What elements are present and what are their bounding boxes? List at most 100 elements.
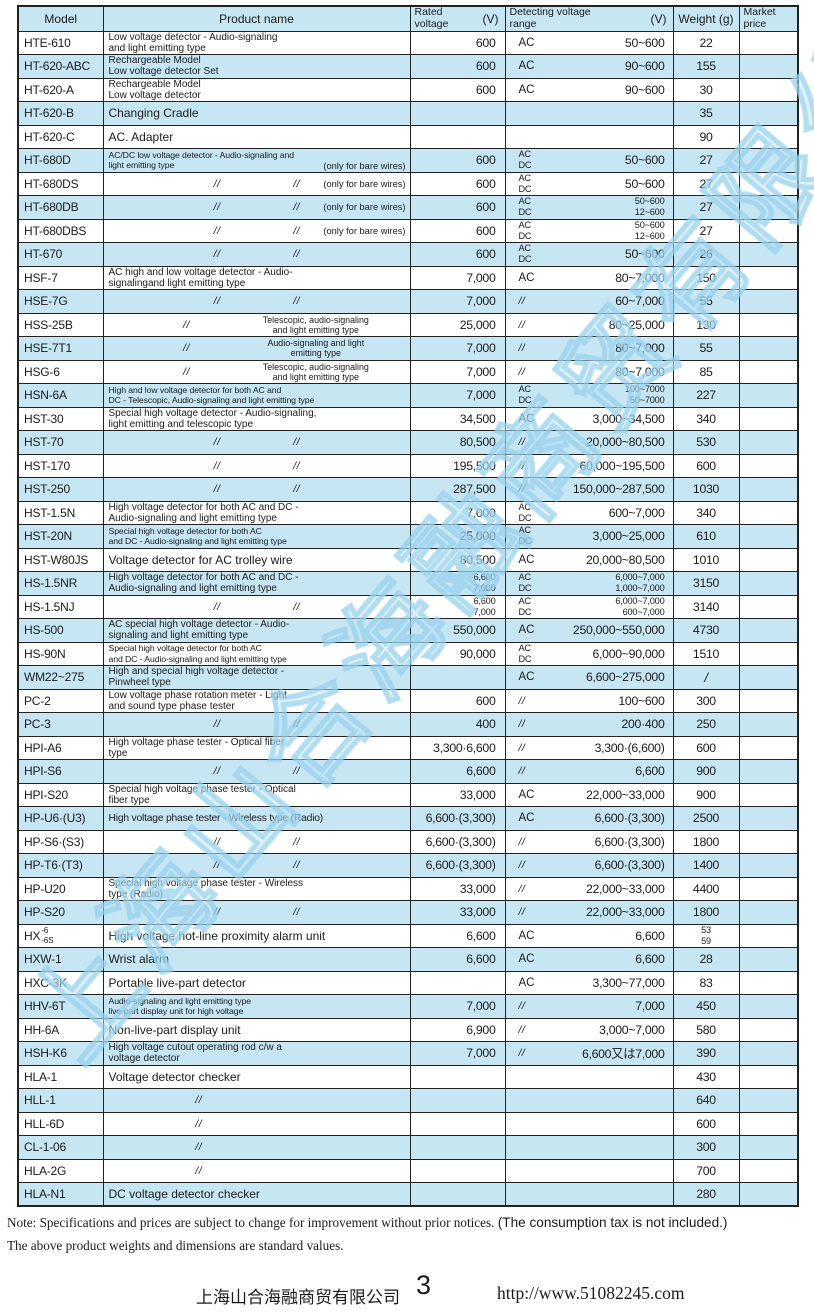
market-price-cell xyxy=(738,900,799,925)
market-price-cell xyxy=(738,453,799,478)
product-name-cell: Special high voltage detector for both A… xyxy=(102,641,411,666)
detecting-voltage-cell: // 80~7,000 xyxy=(504,359,674,384)
product-name-cell: Special high voltage phase tester - Opti… xyxy=(102,782,411,807)
detecting-voltage-cell: // 3,300·(6,600) xyxy=(504,735,674,760)
detecting-range: 22,000~33,000 xyxy=(585,905,665,920)
model-cell: HXC-3K xyxy=(17,970,104,995)
detecting-phase: AC DC xyxy=(519,572,532,594)
detecting-range: 50~600 xyxy=(624,247,665,262)
ditto-mark: // xyxy=(195,1094,203,1107)
product-name-note: (only for bare wires) xyxy=(323,202,406,213)
ditto-mark: // xyxy=(293,201,301,214)
market-price-cell xyxy=(738,30,799,55)
detecting-phase-value: DC xyxy=(518,583,532,594)
detecting-voltage-cell: // 7,000 xyxy=(504,994,674,1019)
weight-cell: 4730 xyxy=(672,618,740,643)
detecting-voltage-cell xyxy=(504,1088,674,1113)
weight-cell: 280 xyxy=(672,1182,740,1207)
product-name-text: light emitting type xyxy=(108,160,175,171)
weight-value: 53 xyxy=(701,924,711,935)
detecting-phase: // xyxy=(519,765,526,777)
market-price-cell xyxy=(738,101,799,126)
detecting-voltage-cell: AC 50~600 xyxy=(504,30,674,55)
model-cell: HLL-1 xyxy=(17,1088,104,1113)
detecting-phase: // xyxy=(519,883,526,895)
detecting-phase: // xyxy=(519,366,526,378)
detecting-phase: // xyxy=(519,460,526,472)
model-cell: HST-W80JS xyxy=(17,547,104,572)
product-name-cell: // // (only for bare wires) xyxy=(102,195,411,220)
model-cell: HSE-7G xyxy=(17,289,104,314)
product-name-cell: Special high voltage detector for both A… xyxy=(102,524,411,549)
ditto-mark: // xyxy=(183,365,190,378)
page-number: 3 xyxy=(416,1270,432,1300)
header-unit: (V) xyxy=(482,11,499,26)
table-row: HLL-6D // 600 xyxy=(17,1111,799,1136)
market-price-cell xyxy=(738,77,799,102)
market-price-cell xyxy=(738,829,799,854)
ditto-mark: // xyxy=(213,859,221,872)
table-row: HP-U6·(U3) High voltage phase tester - Wi… xyxy=(17,806,799,831)
rated-voltage-cell: 600 xyxy=(409,148,506,173)
product-name-text: Pinwheel type xyxy=(108,677,171,689)
model-cell: HSE-7T1 xyxy=(17,336,104,361)
table-row: HP-T6·(T3) // // 6,600·(3,300) // 6,600·(3,30… xyxy=(17,853,799,878)
product-name-text: AC. Adapter xyxy=(108,129,174,144)
rated-voltage-cell: 7,000 xyxy=(409,500,506,525)
detecting-phase-value: AC xyxy=(518,243,532,254)
detecting-phase: // xyxy=(519,906,526,918)
market-price-cell xyxy=(738,618,799,643)
detecting-voltage-cell: AC DC 6,000~90,000 xyxy=(504,641,674,666)
column-header-product-name: Product name xyxy=(102,5,411,32)
model-cell: HTE-610 xyxy=(17,30,104,55)
product-name-cell: High voltage phase tester - Wireless typ… xyxy=(102,806,411,831)
product-name-text: High voltage cutout operating rod c/w a xyxy=(108,1042,282,1054)
detecting-voltage-cell: AC DC 100~7000 50~7000 xyxy=(504,383,674,408)
product-name-text: live-part display unit for high voltage xyxy=(108,1006,244,1017)
ditto-mark: // xyxy=(293,835,301,848)
product-name-text: Audio-signaling and light emitting type xyxy=(108,995,252,1006)
detecting-phase: AC xyxy=(518,812,535,825)
footer-url-link[interactable]: http://www.51082245.com xyxy=(497,1283,685,1303)
product-name-cell: High and special high voltage detector -… xyxy=(102,665,411,690)
ditto-mark: // xyxy=(518,882,526,895)
detecting-voltage-cell: AC DC 50~600 xyxy=(504,148,674,173)
product-name-cell: AC/DC low voltage detector - Audio-signa… xyxy=(102,148,411,173)
detecting-phase-value: AC xyxy=(518,172,532,183)
detecting-voltage-cell: // 6,600又は7,000 xyxy=(504,1041,674,1066)
weight-cell: 340 xyxy=(672,500,740,525)
detecting-voltage-cell: // 3,000~7,000 xyxy=(504,1017,674,1042)
detecting-voltage-cell: // 6,600·(3,300) xyxy=(504,829,674,854)
detecting-phase: AC xyxy=(518,83,535,96)
ditto-mark: // xyxy=(195,1141,203,1154)
product-name-text: High voltage phase tester - Optical fibe… xyxy=(108,736,285,748)
table-row: HSG-6 // Telescopic, audio-signaling and li… xyxy=(17,359,799,384)
rated-voltage-cell: 6,900 xyxy=(409,1017,506,1042)
table-row: HXW-1 Wrist alarm 6,600 AC 6,600 28 xyxy=(17,947,799,972)
detecting-voltage-cell: AC 250,000~550,000 xyxy=(504,618,674,643)
ditto-mark: // xyxy=(213,248,221,261)
model-cell: HST-70 xyxy=(17,430,104,455)
detecting-phase: AC xyxy=(518,60,535,73)
header-label: Market xyxy=(743,6,776,18)
table-row: HPI-S6 // // 6,600 // 6,600 900 xyxy=(17,759,799,784)
rated-voltage-cell: 600 xyxy=(409,77,506,102)
product-name-text: voltage detector xyxy=(108,1053,180,1065)
model-cell: HST-170 xyxy=(17,453,104,478)
product-name-cell: High voltage hot-line proximity alarm un… xyxy=(102,923,411,948)
product-name-cell: // Telescopic, audio-signaling and light e… xyxy=(102,312,411,337)
product-name-text: Rechargeable Model xyxy=(108,78,201,90)
detecting-range: 50~600 xyxy=(624,153,665,168)
no-weight-slash: / xyxy=(704,669,708,685)
model-cell: HP-S6·(S3) xyxy=(17,829,104,854)
product-name-cell: // xyxy=(102,1135,411,1160)
weight-cell: 1510 xyxy=(672,641,740,666)
product-name-text: type (Radio) xyxy=(108,888,163,900)
weight-cell: 900 xyxy=(672,782,740,807)
table-row: PC-2 Low voltage phase rotation meter - L… xyxy=(17,688,799,713)
ditto-mark: // xyxy=(213,483,221,496)
detecting-phase-value: AC xyxy=(518,196,532,207)
table-row: HST-W80JS Voltage detector for AC trolley… xyxy=(17,547,799,572)
detecting-phase: AC xyxy=(518,412,535,425)
